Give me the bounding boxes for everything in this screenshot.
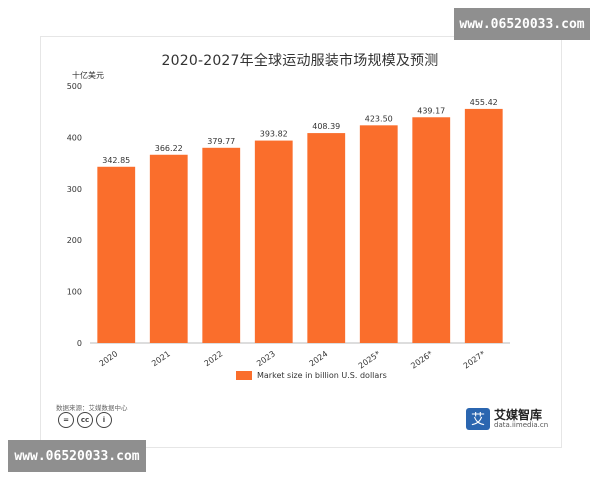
x-tick-label: 2024 xyxy=(308,349,330,368)
person-icon: i xyxy=(96,412,112,428)
bar xyxy=(97,166,136,343)
bar xyxy=(464,108,503,343)
y-tick-label: 200 xyxy=(67,236,82,245)
bar-value-label: 439.17 xyxy=(417,106,445,115)
bar-value-label: 408.39 xyxy=(312,122,340,131)
x-tick-label: 2027* xyxy=(462,349,487,370)
bar-value-label: 393.82 xyxy=(260,130,288,139)
legend-label: Market size in billion U.S. dollars xyxy=(257,371,387,380)
bar xyxy=(307,133,346,343)
y-tick-label: 0 xyxy=(77,339,82,348)
x-tick-label: 2022 xyxy=(203,349,225,368)
x-tick-label: 2025* xyxy=(357,349,382,370)
brand-name: 艾媒智库 xyxy=(494,407,543,422)
x-tick-label: 2026* xyxy=(409,349,434,370)
bar-value-label: 379.77 xyxy=(207,137,235,146)
x-tick-label: 2020 xyxy=(98,349,120,368)
equals-icon: = xyxy=(58,412,74,428)
watermark-top: www.06520033.com xyxy=(454,8,590,40)
bar xyxy=(149,154,188,343)
bar-value-label: 366.22 xyxy=(155,144,183,153)
chart-title: 2020-2027年全球运动服装市场规模及预测 xyxy=(161,53,439,69)
cc-icon: cc xyxy=(77,412,93,428)
brand: 艾 艾媒智库 data.iimedia.cn xyxy=(466,408,548,430)
brand-url: data.iimedia.cn xyxy=(494,420,549,429)
legend-swatch xyxy=(236,371,252,380)
x-tick-label: 2023 xyxy=(255,349,277,368)
legend: Market size in billion U.S. dollars xyxy=(236,371,387,380)
bar-value-label: 342.85 xyxy=(102,156,130,165)
bar xyxy=(359,125,398,343)
bar-value-label: 455.42 xyxy=(470,98,498,107)
y-axis-unit: 十亿美元 xyxy=(72,71,104,80)
y-tick-label: 300 xyxy=(67,185,82,194)
y-tick-label: 400 xyxy=(67,133,82,142)
y-tick-label: 100 xyxy=(67,288,82,297)
bar xyxy=(412,117,451,343)
data-source: 数据来源：艾媒数据中心 xyxy=(56,404,128,412)
bar-value-label: 423.50 xyxy=(365,114,393,123)
y-tick-label: 500 xyxy=(67,82,82,91)
bar xyxy=(254,140,293,343)
x-tick-label: 2021 xyxy=(150,349,172,368)
brand-logo-icon: 艾 xyxy=(466,408,490,430)
bar xyxy=(202,147,241,343)
watermark-bottom: www.06520033.com xyxy=(8,440,146,472)
license-icons: = cc i xyxy=(58,412,112,428)
